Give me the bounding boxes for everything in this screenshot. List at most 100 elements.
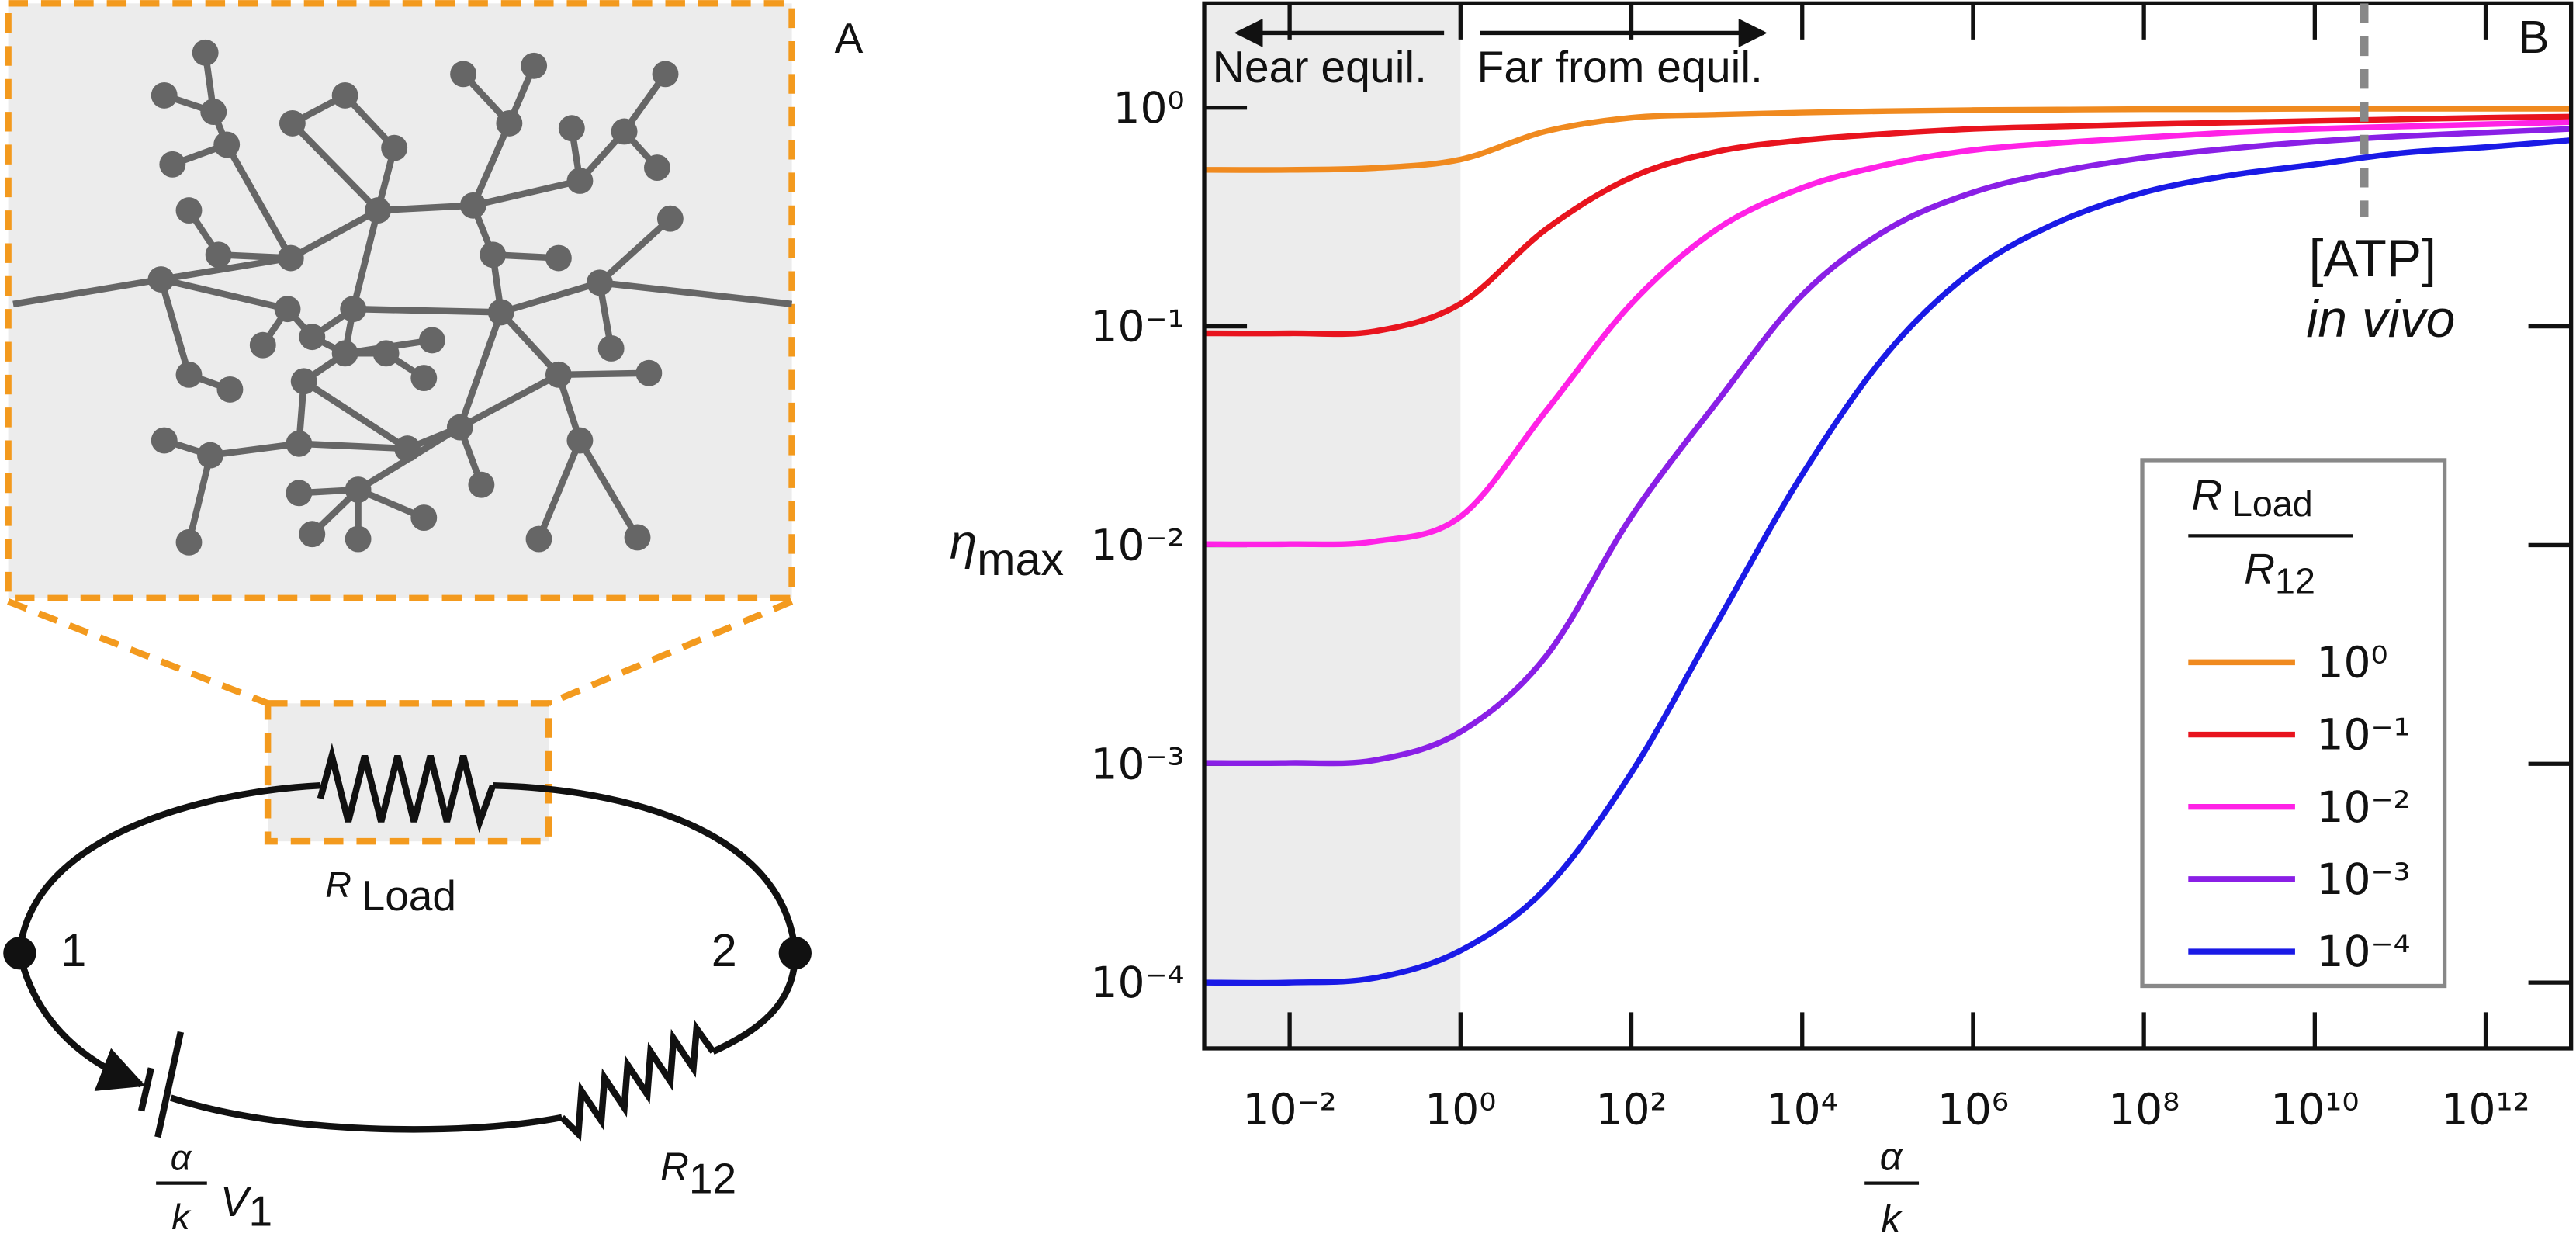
load-subscript: Load — [362, 871, 456, 920]
network-edge — [299, 440, 408, 452]
source-denominator: k — [171, 1197, 192, 1237]
wire — [493, 781, 799, 954]
network-edge — [350, 210, 382, 310]
network-edge — [289, 120, 381, 213]
y-tick-label: 10⁻³ — [1090, 739, 1184, 788]
legend-label: 10⁻³ — [2316, 854, 2410, 904]
network-node — [468, 471, 495, 498]
battery-plate — [154, 1031, 185, 1138]
network-node — [192, 39, 219, 66]
network-node — [525, 525, 552, 553]
network-node — [290, 368, 317, 395]
legend-title-numerator: R Load — [2192, 470, 2313, 523]
network-edge — [558, 369, 649, 379]
network-edge — [469, 122, 513, 207]
curve — [1204, 137, 2571, 986]
network-node — [410, 365, 438, 392]
y-tick-label: 10⁻² — [1090, 521, 1184, 570]
network-node — [394, 435, 421, 463]
legend-box — [2140, 458, 2447, 989]
zoom-line — [547, 598, 794, 707]
network-node — [175, 361, 203, 388]
network-node — [566, 168, 594, 194]
legend-title-denominator: R12 — [2244, 545, 2315, 601]
load-symbol: R — [325, 865, 351, 905]
network-edge — [185, 454, 214, 543]
y-tick-label: 10⁻¹ — [1090, 302, 1184, 352]
network-node — [216, 376, 244, 403]
network-edge — [302, 378, 410, 452]
x-label-denominator: k — [1881, 1197, 1903, 1241]
network-node — [279, 109, 306, 137]
network-node — [381, 134, 408, 161]
near-equilibrium-shade — [1204, 3, 1461, 1048]
y-label-symbol: η — [950, 515, 977, 570]
network-node — [521, 52, 548, 79]
network-edge — [599, 279, 793, 308]
curve — [1204, 106, 2571, 173]
network-edge — [353, 305, 501, 316]
y-tick-label: 10⁻⁴ — [1090, 958, 1184, 1007]
network-node — [205, 241, 232, 269]
curve — [1204, 126, 2571, 767]
network — [12, 39, 793, 556]
network-edge — [12, 275, 162, 307]
network-node — [611, 118, 638, 145]
network-node — [249, 331, 276, 359]
network-node — [496, 109, 523, 137]
network-node — [159, 151, 186, 178]
x-tick-label: 10⁰ — [1425, 1084, 1496, 1134]
source-numerator: α — [171, 1138, 192, 1178]
node-label: 1 — [61, 924, 86, 976]
circuit — [16, 743, 799, 1142]
zoom-line — [7, 598, 269, 707]
network-node — [345, 525, 372, 553]
r12-symbol: R — [660, 1144, 689, 1188]
network-edge — [500, 279, 601, 316]
curve — [1204, 113, 2571, 338]
network-edge — [472, 177, 581, 209]
source-label: V1 — [220, 1177, 272, 1235]
network-edge — [158, 278, 192, 376]
panel-b: 10⁻⁴ 10⁻³ 10⁻² 10⁻¹ 10⁰ 10⁻² 10⁰ 10² 10⁴ 10⁶ 10⁸ 10… — [950, 1, 2574, 1241]
x-tick-label: 10² — [1595, 1084, 1667, 1134]
region-label: Near equil. — [1213, 43, 1427, 92]
network-node — [644, 154, 670, 181]
network-edge — [209, 440, 299, 459]
network-edge — [456, 310, 504, 429]
x-tick-label: 10¹² — [2441, 1084, 2529, 1134]
network-node — [147, 266, 175, 293]
wire — [169, 1094, 563, 1133]
network-node — [286, 430, 313, 457]
network-node — [213, 131, 241, 158]
network-node — [446, 414, 473, 441]
legend-label: 10⁻² — [2316, 782, 2410, 832]
x-tick-label: 10⁴ — [1767, 1084, 1838, 1134]
network-edge — [597, 216, 673, 286]
network-edge — [535, 438, 583, 541]
network-node — [345, 476, 372, 503]
panel-a: A 1 2 R Load α k V1 R12 — [3, 0, 864, 1237]
network-node — [558, 115, 585, 142]
y-tick-label: 10⁰ — [1113, 83, 1184, 133]
x-tick-label: 10⁻² — [1243, 1084, 1337, 1134]
network-node — [635, 359, 663, 386]
network-node — [459, 192, 486, 219]
network-edge — [223, 143, 294, 260]
network-node — [597, 335, 625, 362]
network-edge — [498, 310, 562, 377]
legend-label: 10⁻⁴ — [2316, 927, 2410, 976]
wire — [16, 781, 321, 954]
network-node — [365, 197, 391, 224]
panel-label: B — [2519, 11, 2550, 63]
network-edge — [576, 438, 641, 539]
network-node — [200, 99, 227, 126]
battery-plate — [137, 1067, 154, 1112]
curve — [1204, 119, 2571, 548]
atp-sublabel: in vivo — [2306, 290, 2455, 348]
panel-label: A — [835, 14, 864, 62]
legend-label: 10⁰ — [2316, 637, 2387, 687]
y-axis-label: ηmax — [950, 515, 1064, 585]
x-label-numerator: α — [1880, 1135, 1904, 1179]
